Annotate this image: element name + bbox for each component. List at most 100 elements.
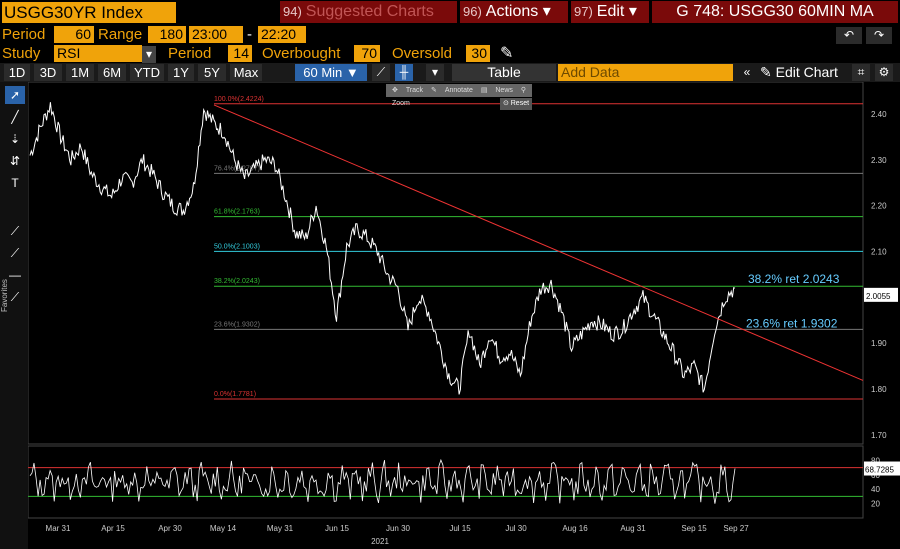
draw-line-icon[interactable]: ╱ — [11, 110, 19, 124]
time-tick-label: Jul 30 — [505, 524, 527, 533]
rsi-tick-label: 40 — [871, 485, 880, 494]
toolbar: 1D 3D 1M 6M YTD 1Y 5Y Max 60 Min ▼ ⟋ ╫ ▾ Table … — [0, 63, 900, 82]
forward-button[interactable]: ↷ — [866, 27, 892, 44]
rsi-tick-label: 80 — [871, 456, 880, 465]
fib-levels: 100.0%(2.4224)76.4%(2.2707)61.8%(2.1763)… — [214, 96, 863, 400]
reset-button[interactable]: ⊙ Reset — [500, 98, 532, 110]
rsi-last-box — [864, 461, 900, 476]
chart-title: G 748: USGG30 60MIN MA — [652, 1, 898, 23]
retracement-annotation: 23.6% ret 1.9302 — [746, 316, 838, 330]
channel-icon[interactable]: ⟋ — [10, 246, 20, 260]
chevron-down-icon[interactable]: ▾ — [426, 64, 444, 81]
actions-button[interactable]: 96) Actions ▾ — [460, 1, 568, 23]
menu-number: 96) — [463, 4, 482, 19]
last-price-tag: 2.0055 — [864, 287, 898, 302]
menu-label: Suggested Charts — [305, 3, 434, 20]
reset-label: Reset — [510, 100, 530, 107]
params-row-1: Period 60 Range 180 23:00 - 22:20 ↶ ↷ — [0, 25, 900, 44]
time-tick-label: Jun 15 — [325, 524, 350, 533]
price-axis: 2.40 2.30 2.20 2.10 1.90 1.80 1.70 — [871, 110, 887, 440]
fib-label: 61.8%(2.1763) — [214, 209, 260, 216]
timeframe-ytd[interactable]: YTD — [130, 64, 164, 81]
price-chart[interactable]: 100.0%(2.4224)76.4%(2.2707)61.8%(2.1763)… — [28, 82, 900, 549]
line-chart-icon[interactable]: ⟋ — [372, 64, 390, 81]
fib-tool-icon[interactable]: ⇣ — [9, 132, 21, 146]
trend-line — [213, 104, 864, 381]
track-button[interactable]: ✥ Track — [392, 87, 424, 94]
chevron-down-icon[interactable]: ▾ — [142, 46, 156, 63]
timeframe-1d[interactable]: 1D — [4, 64, 30, 81]
collapse-icon[interactable]: « — [738, 64, 756, 81]
chart-mode-bar: ✥ Track ✎ Annotate ▤ News ⚲ Zoom — [386, 84, 532, 107]
price-tick-label: 2.30 — [871, 156, 887, 165]
menu-number: 97) — [574, 4, 593, 19]
track-label: Track — [405, 87, 424, 94]
price-tick-label: 2.20 — [871, 202, 887, 211]
time-tick-label: Jul 15 — [449, 524, 471, 533]
annotate-label: Annotate — [444, 87, 473, 94]
chart-type-icon[interactable]: ⌗ — [852, 64, 870, 81]
add-data-input[interactable]: Add Data — [558, 64, 733, 81]
edit-button[interactable]: 97) Edit ▾ — [571, 1, 649, 23]
price-series — [29, 102, 736, 395]
overbought-field[interactable]: 70 — [354, 45, 380, 62]
suggested-charts-button[interactable]: 94) Suggested Charts — [280, 1, 457, 23]
last-price-value: 2.0055 — [866, 292, 891, 301]
time-tick-label: Sep 15 — [681, 524, 707, 533]
fib-label: 23.6%(1.9302) — [214, 321, 260, 328]
price-tick-label: 1.90 — [871, 339, 887, 348]
study-select[interactable]: RSI — [54, 45, 142, 62]
news-label: News — [495, 87, 513, 94]
study-label: Study — [2, 45, 41, 62]
edit-chart-button[interactable]: ✎ Edit Chart — [760, 64, 838, 81]
pencil-icon[interactable]: ✎ — [500, 45, 514, 62]
cursor-icon[interactable]: ➚ — [5, 86, 25, 104]
menu-number: 94) — [283, 4, 302, 19]
zoom-label: Zoom — [392, 100, 410, 107]
year-label: 2021 — [371, 537, 389, 546]
timeframe-5y[interactable]: 5Y — [198, 64, 226, 81]
back-button[interactable]: ↶ — [836, 27, 862, 44]
pencil-icon: ✎ — [760, 64, 776, 80]
time-tick-label: Aug 16 — [562, 524, 588, 533]
timeframe-1m[interactable]: 1M — [66, 64, 94, 81]
text-tool-icon[interactable]: T — [11, 176, 19, 190]
time-tick-label: Jun 30 — [386, 524, 411, 533]
time-tick-label: Mar 31 — [46, 524, 71, 533]
interval-select[interactable]: 60 Min ▼ — [295, 64, 367, 81]
study-period-field[interactable]: 14 — [228, 45, 252, 62]
gear-icon[interactable]: ⚙ — [875, 64, 893, 81]
fib-extension-icon[interactable]: ⇵ — [9, 154, 21, 168]
timeframe-1y[interactable]: 1Y — [168, 64, 194, 81]
study-period-label: Period — [168, 45, 212, 62]
bar-chart-icon[interactable]: ╫ — [395, 64, 413, 81]
timeframe-6m[interactable]: 6M — [98, 64, 126, 81]
timeframe-max[interactable]: Max — [230, 64, 262, 81]
range-separator: - — [247, 26, 252, 43]
oversold-field[interactable]: 30 — [466, 45, 490, 62]
table-button[interactable]: Table — [452, 64, 556, 81]
zoom-button[interactable]: ⚲ Zoom — [392, 87, 526, 107]
timeframe-3d[interactable]: 3D — [34, 64, 62, 81]
annotate-button[interactable]: ✎ Annotate — [431, 87, 473, 94]
rsi-study: 8060402068.7285 — [28, 456, 900, 509]
fib-label: 38.2%(2.0243) — [214, 278, 260, 285]
rsi-series — [29, 458, 736, 504]
ticker-field[interactable]: USGG30YR Index — [2, 2, 176, 23]
period-field[interactable]: 60 — [54, 26, 94, 43]
horizontal-line-icon[interactable]: — — [9, 268, 21, 282]
title-bar: USGG30YR Index 94) Suggested Charts 96) Ac… — [0, 0, 900, 24]
news-button[interactable]: ▤ News — [480, 87, 513, 94]
range-to-field[interactable]: 22:20 — [258, 26, 306, 43]
fib-label: 50.0%(2.1003) — [214, 243, 260, 250]
range-from-field[interactable]: 23:00 — [189, 26, 243, 43]
trend-line-icon[interactable]: ⟋ — [10, 224, 20, 238]
range-start-field[interactable]: 180 — [148, 26, 186, 43]
time-tick-label: Aug 31 — [620, 524, 646, 533]
ray-icon[interactable]: ⟋ — [10, 290, 20, 304]
overbought-label: Overbought — [262, 45, 341, 62]
price-tick-label: 1.70 — [871, 431, 887, 440]
time-tick-label: May 31 — [267, 524, 294, 533]
retracement-annotation: 38.2% ret 2.0243 — [748, 272, 840, 286]
period-label: Period — [2, 26, 46, 43]
